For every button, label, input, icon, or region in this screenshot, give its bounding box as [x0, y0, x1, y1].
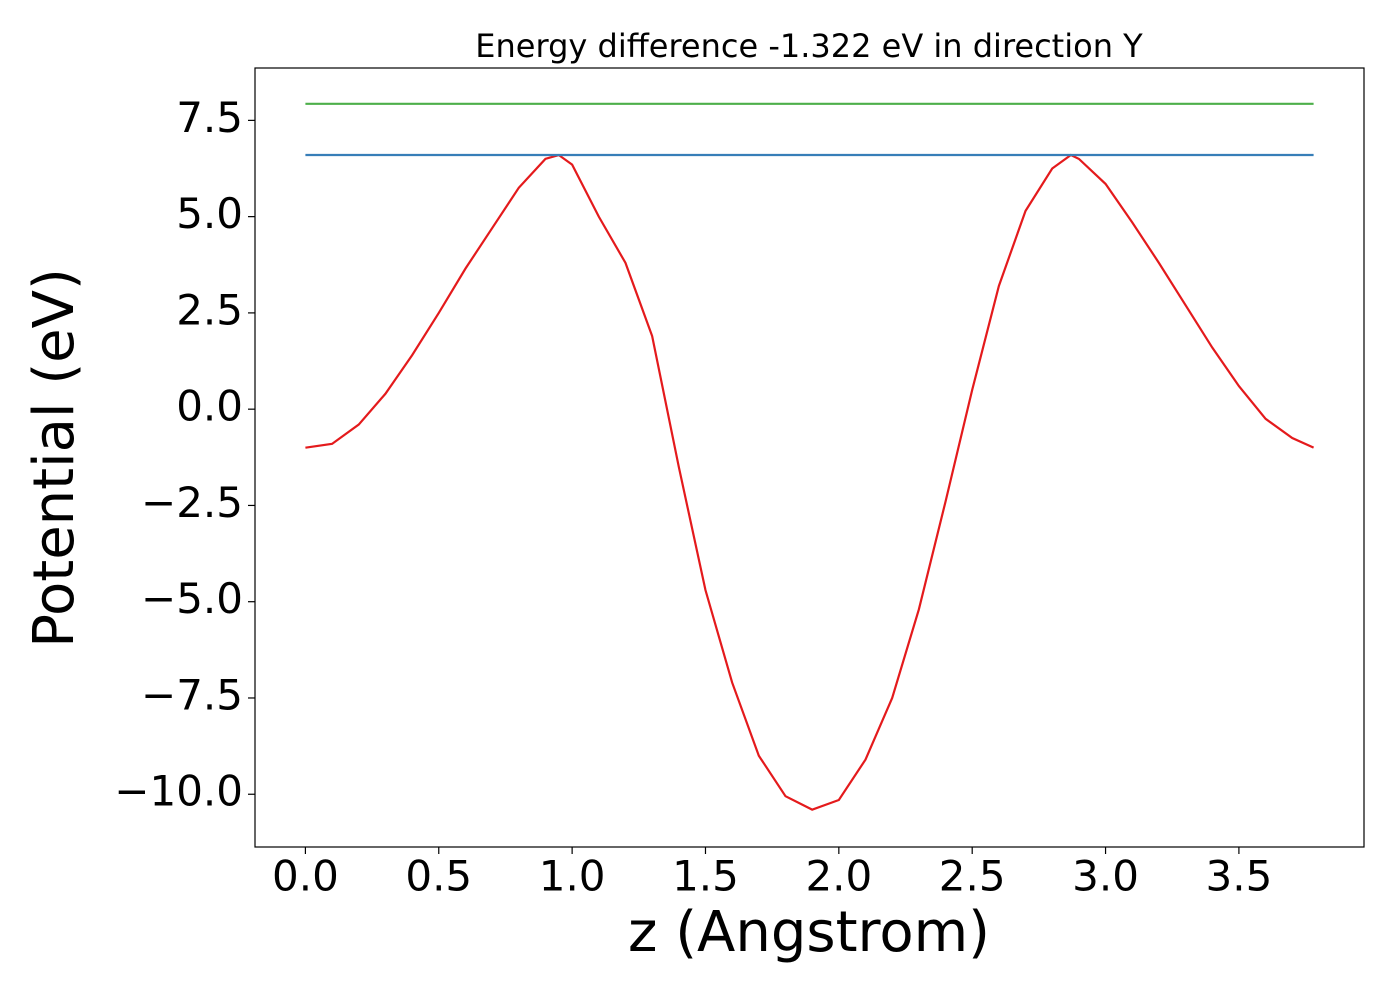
y-tick-label: 5.0: [176, 189, 243, 238]
x-tick-label: 1.0: [539, 852, 606, 901]
x-tick-label: 2.0: [805, 852, 872, 901]
chart-title: Energy difference -1.322 eV in direction…: [475, 27, 1143, 65]
x-tick-label: 0.5: [405, 852, 472, 901]
x-tick-label: 3.0: [1072, 852, 1139, 901]
x-tick-label: 3.5: [1206, 852, 1273, 901]
x-tick-label: 1.5: [672, 852, 739, 901]
x-tick-label: 0.0: [272, 852, 339, 901]
x-axis-label: z (Angstrom): [628, 900, 990, 965]
plot-frame: [254, 67, 1365, 848]
line-series: [305, 153, 1315, 811]
y-tick-label: 2.5: [176, 285, 243, 334]
y-tick-label: 0.0: [176, 382, 243, 431]
y-tick-label: −10.0: [114, 767, 243, 816]
y-tick-label: −2.5: [141, 478, 243, 527]
y-tick-label: −5.0: [141, 574, 243, 623]
y-tick-label: 7.5: [176, 93, 243, 142]
y-tick-label: −7.5: [141, 670, 243, 719]
x-tick-label: 2.5: [939, 852, 1006, 901]
y-axis-label: Potential (eV): [22, 268, 87, 648]
